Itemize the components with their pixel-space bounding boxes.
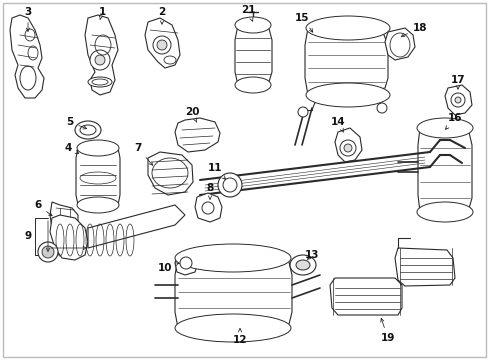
Polygon shape — [305, 25, 387, 95]
Circle shape — [297, 107, 307, 117]
Circle shape — [339, 140, 355, 156]
Polygon shape — [175, 252, 198, 275]
Text: 7: 7 — [134, 143, 152, 165]
Polygon shape — [145, 18, 180, 68]
Polygon shape — [148, 152, 193, 195]
Circle shape — [157, 40, 167, 50]
Polygon shape — [10, 15, 44, 98]
Ellipse shape — [305, 83, 389, 107]
Polygon shape — [334, 128, 361, 162]
Circle shape — [95, 55, 105, 65]
Polygon shape — [329, 278, 401, 315]
Text: 3: 3 — [24, 7, 32, 31]
Text: 2: 2 — [158, 7, 165, 24]
Polygon shape — [195, 193, 222, 222]
Ellipse shape — [88, 77, 112, 87]
Text: 8: 8 — [206, 183, 213, 199]
Ellipse shape — [235, 77, 270, 93]
Text: 21: 21 — [240, 5, 255, 21]
Text: 19: 19 — [380, 319, 394, 343]
Circle shape — [376, 103, 386, 113]
Text: 20: 20 — [184, 107, 199, 122]
Text: 4: 4 — [64, 143, 79, 153]
Polygon shape — [417, 128, 471, 212]
Circle shape — [90, 50, 110, 70]
Ellipse shape — [175, 244, 290, 272]
Polygon shape — [394, 248, 454, 286]
Circle shape — [343, 144, 351, 152]
Circle shape — [450, 93, 464, 107]
Polygon shape — [175, 118, 220, 152]
Circle shape — [202, 202, 214, 214]
Polygon shape — [384, 28, 414, 60]
Circle shape — [153, 36, 171, 54]
Text: 12: 12 — [232, 329, 247, 345]
Circle shape — [180, 257, 192, 269]
Ellipse shape — [416, 202, 472, 222]
Ellipse shape — [416, 118, 472, 138]
Text: 6: 6 — [34, 200, 52, 216]
Text: 9: 9 — [25, 231, 32, 241]
Text: 5: 5 — [66, 117, 86, 129]
Polygon shape — [50, 215, 88, 260]
Text: 15: 15 — [294, 13, 312, 32]
Circle shape — [42, 246, 54, 258]
Polygon shape — [444, 85, 471, 115]
Ellipse shape — [218, 173, 242, 197]
Text: 13: 13 — [304, 250, 319, 260]
Ellipse shape — [175, 314, 290, 342]
Ellipse shape — [235, 17, 270, 33]
Polygon shape — [175, 258, 291, 328]
Polygon shape — [85, 15, 118, 95]
Text: 1: 1 — [98, 7, 105, 20]
Ellipse shape — [289, 255, 315, 275]
Text: 18: 18 — [401, 23, 427, 37]
Ellipse shape — [77, 197, 119, 213]
Polygon shape — [50, 202, 78, 235]
Polygon shape — [88, 205, 184, 248]
Text: 11: 11 — [207, 163, 225, 179]
Text: 17: 17 — [450, 75, 465, 89]
Ellipse shape — [305, 16, 389, 40]
Ellipse shape — [77, 140, 119, 156]
Circle shape — [38, 242, 58, 262]
Circle shape — [454, 97, 460, 103]
Text: 16: 16 — [445, 113, 461, 129]
Ellipse shape — [295, 260, 309, 270]
Text: 14: 14 — [330, 117, 345, 132]
Ellipse shape — [75, 121, 101, 139]
Polygon shape — [235, 25, 271, 85]
Text: 10: 10 — [158, 263, 178, 273]
Polygon shape — [76, 148, 120, 205]
